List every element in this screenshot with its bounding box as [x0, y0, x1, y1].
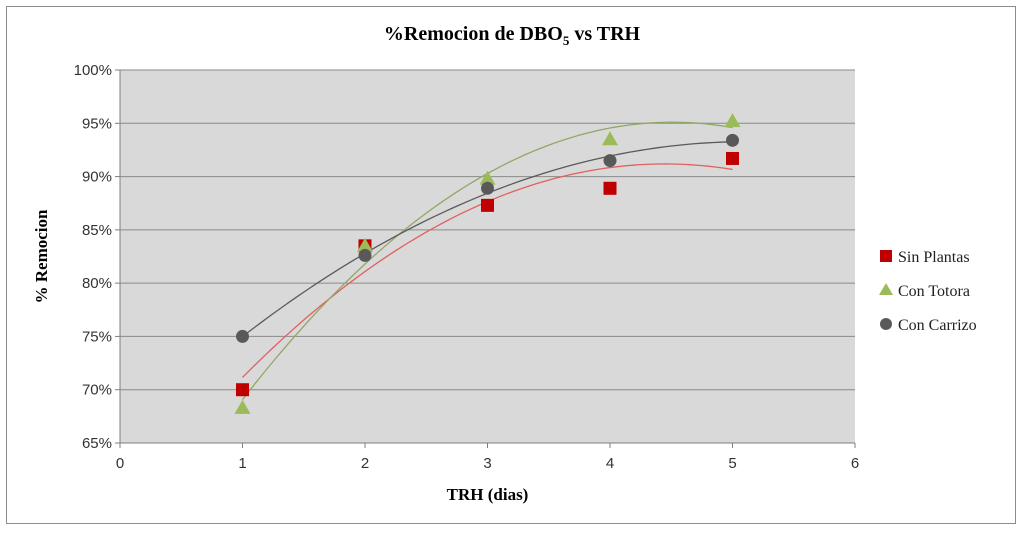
y-tick-label: 95%: [82, 115, 112, 132]
data-point: [602, 131, 618, 146]
gridlines: [120, 69, 855, 391]
x-tick-label: 0: [116, 455, 124, 472]
x-axis-title: TRH (dias): [447, 485, 529, 504]
data-point: [236, 329, 249, 343]
data-point: [603, 154, 617, 168]
data-point: [236, 383, 249, 397]
legend-marker: [880, 250, 892, 262]
y-tick-label: 75%: [82, 328, 112, 345]
x-tick-label: 5: [728, 455, 736, 472]
data-point: [724, 113, 741, 128]
data-points: [234, 113, 741, 414]
y-axis-title: % Remocion: [32, 209, 51, 304]
y-tick-label: 70%: [82, 382, 112, 399]
x-tick-label: 1: [238, 455, 246, 472]
axes: [115, 69, 856, 448]
legend-marker: [879, 283, 893, 295]
legend-marker: [880, 318, 892, 330]
data-point: [726, 151, 739, 165]
legend: Sin Plantas Con Totora Con Carrizo: [879, 249, 977, 334]
y-tick-label: 90%: [82, 169, 112, 186]
data-point: [234, 399, 251, 414]
data-point: [358, 248, 372, 262]
data-point: [479, 170, 496, 185]
data-point: [481, 181, 494, 195]
legend-label: Sin Plantas: [898, 249, 970, 266]
x-tick-label: 6: [851, 455, 859, 472]
y-tick-label: 100%: [74, 62, 112, 79]
chart-title-suffix: vs TRH: [569, 23, 640, 45]
y-tick-label: 85%: [82, 222, 112, 239]
y-tick-label: 65%: [82, 435, 112, 452]
chart-title: %Remocion de DBO5 vs TRH: [384, 23, 641, 48]
chart-title-subscript: 5: [563, 33, 570, 48]
y-tick-label: 80%: [82, 275, 112, 292]
data-point: [481, 198, 494, 212]
data-point: [357, 237, 373, 252]
data-point: [603, 181, 617, 195]
tick-labels: 65% 70% 75% 80% 85% 90% 95% 100% 0 1 2 3 4 5 6: [74, 62, 860, 472]
x-tick-label: 2: [361, 455, 369, 472]
x-tick-label: 3: [483, 455, 491, 472]
x-tick-label: 4: [606, 455, 614, 472]
legend-label: Con Totora: [898, 283, 970, 300]
data-point: [726, 133, 739, 147]
plot-area: [120, 70, 855, 443]
legend-label: Con Carrizo: [898, 317, 977, 334]
